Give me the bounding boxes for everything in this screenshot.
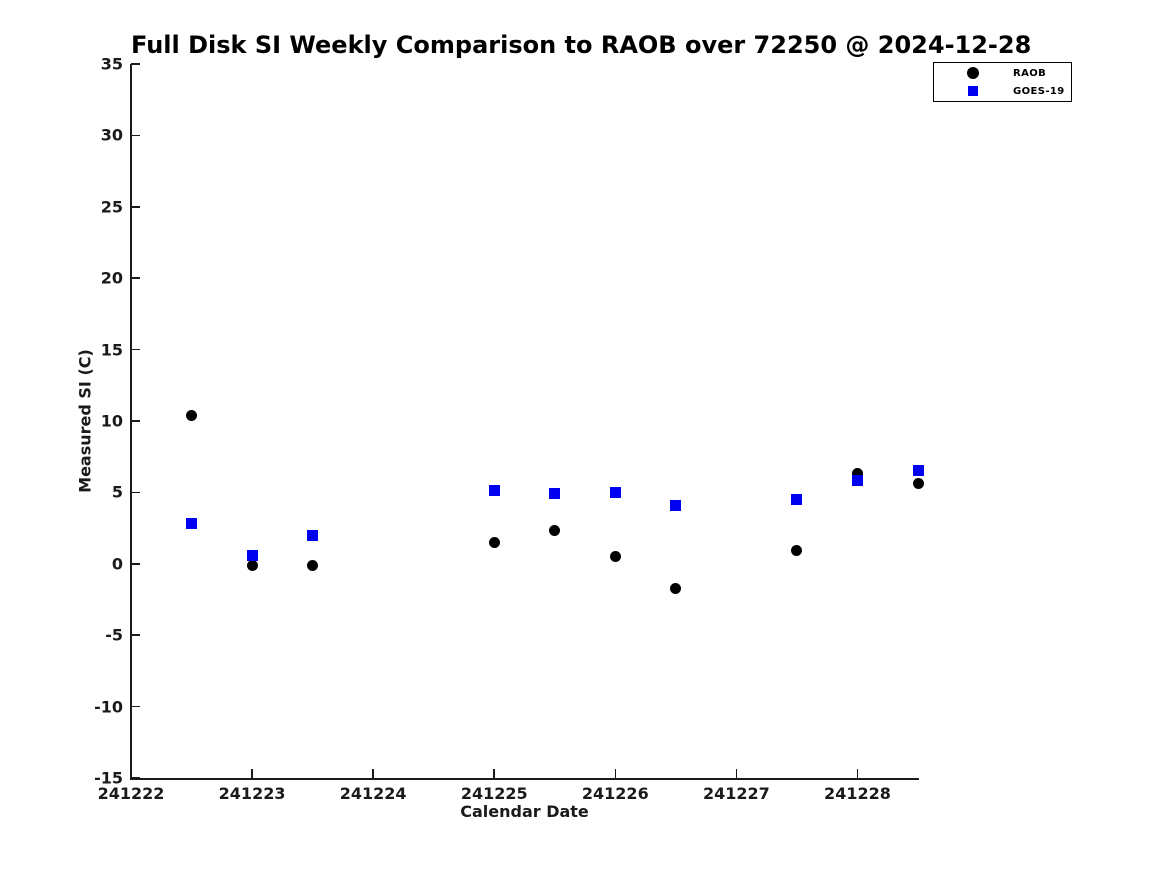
data-point-raob — [246, 559, 258, 571]
x-axis-spine — [130, 778, 919, 780]
x-tick — [372, 769, 374, 778]
x-tick-label: 241224 — [339, 784, 407, 803]
y-tick — [131, 420, 140, 422]
y-tick — [131, 277, 140, 279]
y-tick — [131, 634, 140, 636]
y-axis-label: Measured SI (C) — [75, 349, 95, 493]
x-tick-label: 241227 — [702, 784, 770, 803]
data-point-raob — [670, 582, 682, 594]
y-tick-label: 25 — [100, 197, 123, 217]
y-tick-label: 15 — [100, 340, 123, 360]
data-point-goes-19 — [670, 499, 682, 511]
x-tick — [251, 769, 253, 778]
data-point-goes-19 — [549, 488, 561, 500]
y-tick-label: 5 — [111, 482, 123, 502]
y-tick-label: -15 — [94, 768, 123, 788]
legend-label-raob: RAOB — [1013, 67, 1047, 79]
x-tick — [856, 769, 859, 778]
x-tick-label: 241223 — [218, 784, 286, 803]
data-point-goes-19 — [851, 475, 863, 487]
x-tick — [130, 769, 132, 778]
x-tick-label: 241222 — [97, 784, 165, 803]
y-tick — [131, 491, 140, 494]
x-tick — [614, 769, 617, 778]
data-point-raob — [609, 551, 621, 563]
data-point-goes-19 — [488, 485, 500, 497]
x-tick — [493, 769, 495, 778]
chart-title: Full Disk SI Weekly Comparison to RAOB o… — [131, 31, 1032, 59]
x-tick-label: 241226 — [581, 784, 649, 803]
data-point-raob — [488, 536, 500, 548]
y-tick — [131, 134, 140, 137]
data-point-goes-19 — [609, 486, 621, 498]
y-tick-label: 10 — [100, 411, 123, 431]
data-point-goes-19 — [186, 518, 198, 530]
legend-item-raob: RAOB — [934, 66, 1071, 81]
legend-label-goes19: GOES-19 — [1013, 85, 1065, 97]
data-point-raob — [912, 478, 924, 490]
y-tick-label: -10 — [94, 697, 123, 717]
y-tick — [131, 777, 140, 779]
x-tick — [735, 769, 738, 778]
y-tick-label: 20 — [100, 268, 123, 288]
y-tick-label: 35 — [100, 54, 123, 74]
data-point-raob — [851, 468, 863, 480]
y-tick — [131, 63, 140, 65]
data-point-raob — [186, 409, 198, 421]
y-tick — [131, 348, 140, 351]
y-tick-label: -5 — [105, 625, 123, 645]
y-tick — [131, 705, 140, 708]
legend: RAOB GOES-19 — [933, 62, 1072, 102]
plot-area: -15 -10 -5 0 5 10 15 20 25 30 35 241222 241223 241224… — [94, 55, 924, 803]
data-point-goes-19 — [307, 529, 319, 541]
data-point-goes-19 — [791, 494, 803, 506]
x-tick-label: 241225 — [460, 784, 528, 803]
y-tick-label: 0 — [111, 554, 123, 574]
raob-circle-marker-icon — [967, 67, 979, 79]
x-tick-label: 241228 — [824, 784, 891, 803]
data-point-raob — [307, 559, 319, 571]
goes19-square-marker-icon — [968, 86, 978, 96]
y-axis-spine — [130, 64, 132, 780]
data-point-goes-19 — [912, 465, 924, 477]
y-tick — [131, 206, 140, 208]
legend-item-goes19: GOES-19 — [934, 84, 1071, 99]
data-point-raob — [549, 525, 561, 537]
data-point-raob — [791, 545, 803, 557]
y-tick-label: 30 — [100, 125, 123, 145]
x-axis-label: Calendar Date — [460, 802, 589, 821]
y-tick — [131, 563, 140, 565]
data-point-goes-19 — [246, 549, 258, 561]
